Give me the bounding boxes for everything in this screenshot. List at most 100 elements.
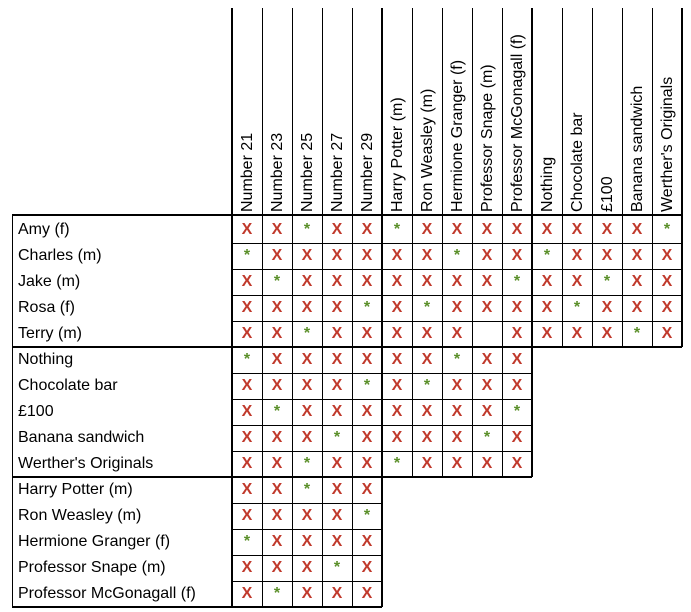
grid-cell[interactable]: X: [262, 503, 292, 529]
grid-cell[interactable]: X: [292, 243, 322, 269]
grid-cell[interactable]: X: [442, 321, 472, 347]
grid-cell[interactable]: X: [472, 269, 502, 295]
grid-cell[interactable]: X: [652, 243, 682, 269]
grid-cell[interactable]: X: [592, 295, 622, 321]
grid-cell[interactable]: *: [622, 321, 652, 347]
grid-cell[interactable]: X: [262, 555, 292, 581]
grid-cell[interactable]: X: [292, 399, 322, 425]
grid-cell[interactable]: X: [652, 295, 682, 321]
grid-cell[interactable]: *: [442, 243, 472, 269]
grid-cell[interactable]: X: [232, 217, 262, 243]
grid-cell[interactable]: X: [232, 373, 262, 399]
grid-cell[interactable]: X: [442, 269, 472, 295]
grid-cell[interactable]: X: [352, 425, 382, 451]
grid-cell[interactable]: X: [502, 321, 532, 347]
grid-cell[interactable]: X: [232, 581, 262, 607]
grid-cell[interactable]: *: [382, 217, 412, 243]
grid-cell[interactable]: X: [412, 425, 442, 451]
grid-cell[interactable]: X: [232, 477, 262, 503]
grid-cell[interactable]: X: [292, 581, 322, 607]
grid-cell[interactable]: X: [292, 425, 322, 451]
grid-cell[interactable]: X: [322, 269, 352, 295]
grid-cell[interactable]: *: [502, 399, 532, 425]
grid-cell[interactable]: *: [562, 295, 592, 321]
grid-cell[interactable]: *: [532, 243, 562, 269]
grid-cell[interactable]: X: [622, 295, 652, 321]
grid-cell[interactable]: X: [352, 269, 382, 295]
grid-cell[interactable]: X: [502, 295, 532, 321]
grid-cell[interactable]: X: [622, 243, 652, 269]
grid-cell[interactable]: *: [292, 217, 322, 243]
grid-cell[interactable]: X: [292, 529, 322, 555]
grid-cell[interactable]: [472, 321, 502, 347]
grid-cell[interactable]: X: [412, 321, 442, 347]
grid-cell[interactable]: X: [232, 503, 262, 529]
grid-cell[interactable]: X: [442, 295, 472, 321]
grid-cell[interactable]: X: [322, 243, 352, 269]
grid-cell[interactable]: *: [322, 425, 352, 451]
grid-cell[interactable]: *: [412, 295, 442, 321]
grid-cell[interactable]: X: [262, 217, 292, 243]
grid-cell[interactable]: X: [322, 321, 352, 347]
grid-cell[interactable]: X: [472, 217, 502, 243]
grid-cell[interactable]: X: [382, 373, 412, 399]
grid-cell[interactable]: *: [382, 451, 412, 477]
grid-cell[interactable]: X: [472, 451, 502, 477]
grid-cell[interactable]: X: [262, 425, 292, 451]
grid-cell[interactable]: X: [292, 503, 322, 529]
grid-cell[interactable]: X: [322, 217, 352, 243]
grid-cell[interactable]: X: [442, 425, 472, 451]
grid-cell[interactable]: X: [382, 425, 412, 451]
grid-cell[interactable]: X: [262, 451, 292, 477]
grid-cell[interactable]: X: [472, 399, 502, 425]
grid-cell[interactable]: *: [232, 529, 262, 555]
grid-cell[interactable]: X: [502, 373, 532, 399]
grid-cell[interactable]: X: [502, 347, 532, 373]
grid-cell[interactable]: X: [412, 269, 442, 295]
grid-cell[interactable]: X: [412, 347, 442, 373]
grid-cell[interactable]: X: [622, 217, 652, 243]
grid-cell[interactable]: X: [292, 347, 322, 373]
grid-cell[interactable]: X: [502, 451, 532, 477]
grid-cell[interactable]: X: [352, 581, 382, 607]
grid-cell[interactable]: X: [232, 451, 262, 477]
grid-cell[interactable]: X: [532, 217, 562, 243]
grid-cell[interactable]: X: [562, 243, 592, 269]
grid-cell[interactable]: X: [352, 217, 382, 243]
grid-cell[interactable]: X: [382, 399, 412, 425]
grid-cell[interactable]: X: [442, 217, 472, 243]
grid-cell[interactable]: X: [232, 321, 262, 347]
grid-cell[interactable]: X: [352, 477, 382, 503]
grid-cell[interactable]: *: [352, 503, 382, 529]
grid-cell[interactable]: X: [592, 243, 622, 269]
grid-cell[interactable]: X: [262, 529, 292, 555]
grid-cell[interactable]: X: [622, 269, 652, 295]
grid-cell[interactable]: X: [262, 321, 292, 347]
grid-cell[interactable]: X: [262, 243, 292, 269]
grid-cell[interactable]: *: [442, 347, 472, 373]
grid-cell[interactable]: X: [322, 581, 352, 607]
grid-cell[interactable]: X: [562, 321, 592, 347]
grid-cell[interactable]: X: [532, 269, 562, 295]
grid-cell[interactable]: X: [322, 529, 352, 555]
grid-cell[interactable]: X: [292, 373, 322, 399]
grid-cell[interactable]: *: [652, 217, 682, 243]
grid-cell[interactable]: X: [292, 555, 322, 581]
grid-cell[interactable]: X: [352, 243, 382, 269]
grid-cell[interactable]: X: [472, 347, 502, 373]
grid-cell[interactable]: *: [292, 321, 322, 347]
grid-cell[interactable]: *: [502, 269, 532, 295]
grid-cell[interactable]: X: [442, 451, 472, 477]
grid-cell[interactable]: X: [322, 295, 352, 321]
grid-cell[interactable]: X: [382, 269, 412, 295]
grid-cell[interactable]: X: [562, 217, 592, 243]
grid-cell[interactable]: X: [352, 555, 382, 581]
grid-cell[interactable]: X: [412, 399, 442, 425]
grid-cell[interactable]: X: [352, 451, 382, 477]
grid-cell[interactable]: X: [382, 295, 412, 321]
grid-cell[interactable]: X: [262, 477, 292, 503]
grid-cell[interactable]: X: [502, 425, 532, 451]
grid-cell[interactable]: X: [322, 347, 352, 373]
grid-cell[interactable]: X: [232, 269, 262, 295]
grid-cell[interactable]: X: [322, 399, 352, 425]
